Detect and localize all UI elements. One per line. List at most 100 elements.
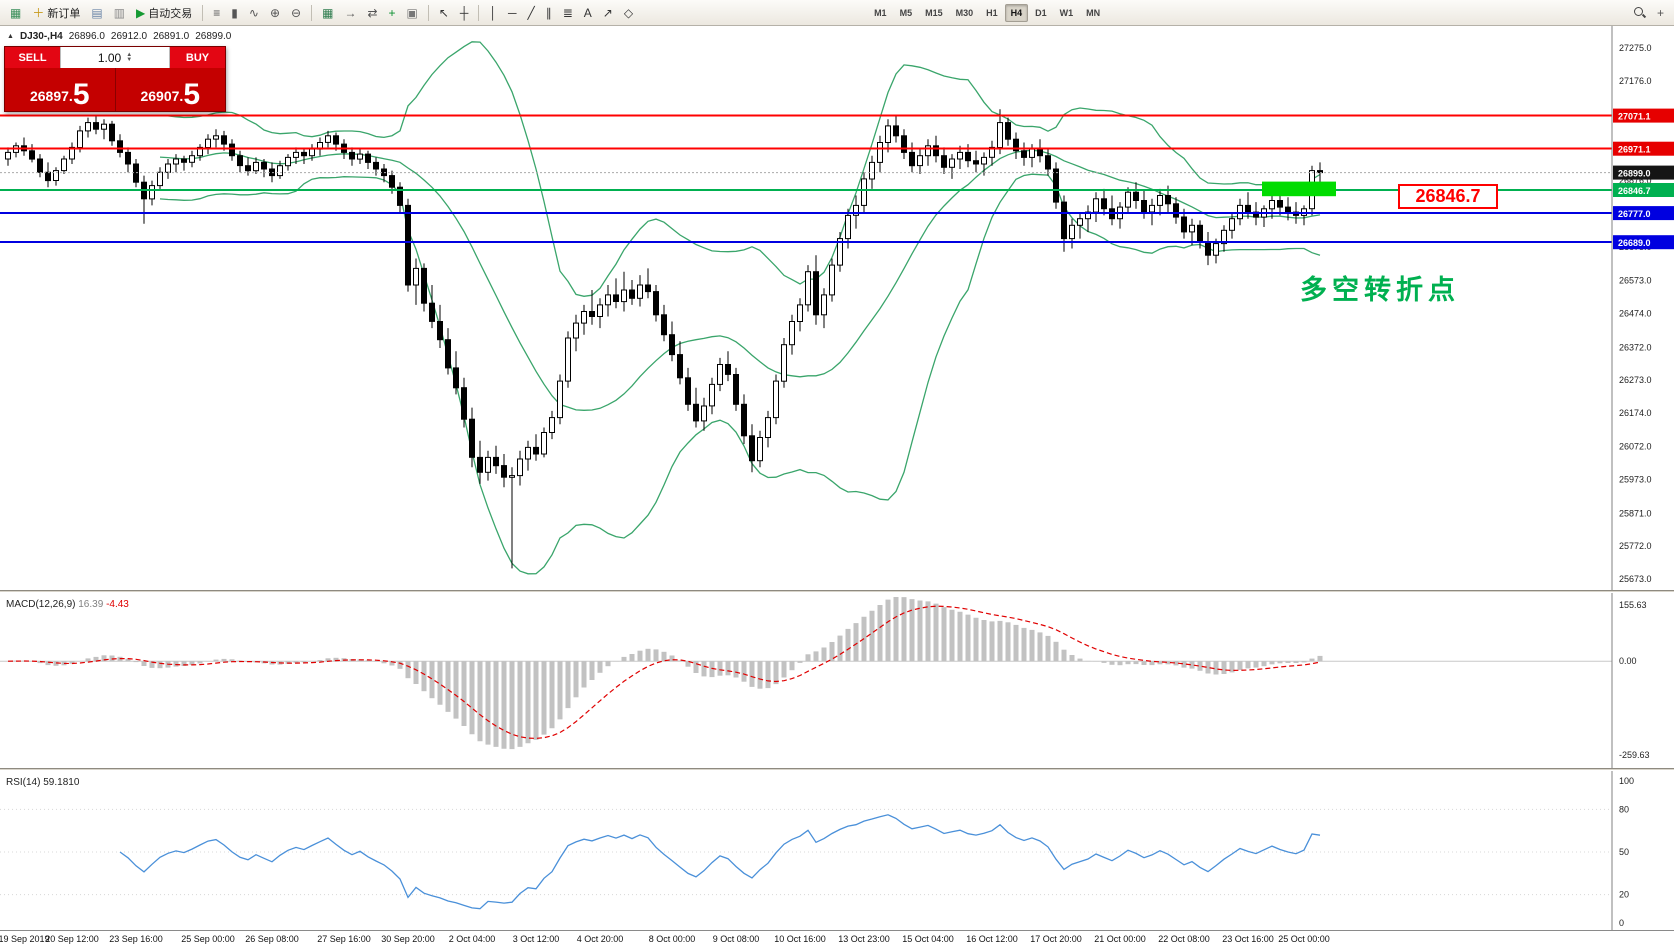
- time-axis-label: 23 Sep 16:00: [109, 934, 163, 944]
- bullish-candle: [1221, 229, 1227, 245]
- sell-button[interactable]: SELL: [5, 47, 60, 68]
- price-annotation-label[interactable]: 26846.7: [1398, 184, 1498, 209]
- lot-size-field[interactable]: 1.00 ▲ ▼: [60, 47, 170, 68]
- main-price-chart[interactable]: 27275.027176.027077.026975.026876.026774…: [0, 26, 1674, 590]
- bearish-candle: [741, 403, 747, 437]
- bullish-candle: [165, 163, 171, 173]
- bullish-candle: [981, 156, 987, 165]
- timeframe-mn-button[interactable]: MN: [1086, 7, 1101, 18]
- terminal-icon[interactable]: ▦: [5, 3, 26, 23]
- crosshair-icon[interactable]: ┼: [455, 3, 474, 23]
- timeframe-m15-button[interactable]: M15: [925, 7, 943, 18]
- timeframe-h4-button[interactable]: H4: [1004, 3, 1029, 22]
- macd-indicator-label: MACD(12,26,9) 16.39 -4.43: [6, 599, 129, 610]
- quick-add-icon[interactable]: +: [1652, 3, 1669, 23]
- time-axis-label: 17 Oct 20:00: [1030, 934, 1082, 944]
- macd-panel-splitter[interactable]: [0, 590, 1674, 593]
- turning-point-annotation[interactable]: 多空转折点: [1300, 275, 1460, 305]
- auto-scroll-icon[interactable]: →: [339, 3, 361, 23]
- bearish-candle: [749, 435, 755, 462]
- bearish-candle: [733, 374, 739, 405]
- rsi-panel[interactable]: 100 80 50 20 0 RSI(14) 59.1810: [0, 771, 1674, 930]
- bullish-candle: [1237, 204, 1243, 220]
- bearish-candle: [685, 377, 691, 405]
- timeframe-m30-button[interactable]: M30: [955, 7, 974, 18]
- timeframe-m1-button[interactable]: M1: [874, 7, 887, 18]
- timeframe-w1-button[interactable]: W1: [1059, 7, 1074, 18]
- charts-icon[interactable]: ▤: [86, 3, 107, 23]
- lot-decrease-icon[interactable]: ▼: [126, 56, 133, 63]
- indicators-button-glyph: +: [388, 5, 396, 20]
- bearish-candle: [909, 151, 915, 167]
- bullish-candle: [869, 161, 875, 180]
- time-axis-label: 16 Oct 12:00: [966, 934, 1018, 944]
- ohlc-open: 26896.0: [68, 31, 105, 42]
- arrows-icon[interactable]: ↗: [598, 3, 618, 23]
- trendline-icon[interactable]: ╱: [522, 3, 539, 23]
- time-axis-label: 30 Sep 20:00: [381, 934, 435, 944]
- rsi-panel-splitter[interactable]: [0, 768, 1674, 771]
- bullish-candle: [1157, 195, 1163, 206]
- line-chart-icon-glyph: ∿: [248, 5, 259, 20]
- bullish-candle: [989, 146, 995, 158]
- bar-chart-icon-glyph: ≡: [213, 5, 221, 20]
- profiles-icon[interactable]: ▥: [109, 3, 130, 23]
- bar-chart-icon[interactable]: ≡: [208, 3, 225, 23]
- search-icon[interactable]: [1628, 3, 1651, 23]
- candlestick-chart-icon[interactable]: ▮: [226, 3, 243, 23]
- bullish-candle: [1029, 148, 1035, 158]
- bullish-candle: [621, 289, 627, 303]
- zoom-in-icon[interactable]: ⊕: [265, 3, 285, 23]
- timeframe-d1-button[interactable]: D1: [1035, 7, 1047, 18]
- price-tag-26899.0: [1613, 165, 1674, 180]
- highlight-zone-rect[interactable]: [1262, 181, 1336, 197]
- templates-icon[interactable]: ▣: [402, 3, 423, 23]
- bullish-candle: [309, 148, 315, 157]
- vertical-line-icon[interactable]: │: [484, 3, 502, 23]
- terminal-icon-glyph: ▦: [10, 5, 22, 20]
- lot-increase-icon[interactable]: ▲: [126, 51, 133, 58]
- tile-windows-icon[interactable]: ▦: [317, 3, 338, 23]
- cursor-icon[interactable]: ↖: [434, 3, 454, 23]
- bearish-candle: [669, 334, 675, 356]
- line-chart-icon[interactable]: ∿: [244, 3, 264, 23]
- timeframe-h1-button[interactable]: H1: [986, 7, 998, 18]
- indicators-button[interactable]: +: [384, 3, 401, 23]
- fibonacci-icon[interactable]: ≣: [558, 3, 578, 23]
- equidistant-channel-icon[interactable]: ∥: [541, 3, 557, 23]
- price-axis-label: 26573.0: [1619, 276, 1652, 286]
- autotrading-button-label: 自动交易: [148, 7, 193, 20]
- zoom-out-icon[interactable]: ⊖: [286, 3, 306, 23]
- time-axis-label: 9 Oct 08:00: [712, 934, 760, 944]
- macd-panel[interactable]: 155.63 0.00 -259.63 MACD(12,26,9) 16.39 -4.…: [0, 593, 1674, 768]
- bearish-candle: [469, 418, 475, 458]
- bullish-candle: [821, 294, 827, 316]
- bearish-candle: [421, 267, 427, 304]
- horizontal-line-icon[interactable]: ─: [503, 3, 522, 23]
- new-order-button[interactable]: ＋新订单: [27, 3, 85, 23]
- shapes-icon[interactable]: ◇: [619, 3, 638, 23]
- bearish-candle: [1141, 200, 1147, 213]
- bearish-candle: [813, 271, 819, 316]
- buy-button[interactable]: BUY: [170, 47, 225, 68]
- bullish-candle: [485, 456, 491, 473]
- bullish-candle: [197, 146, 203, 157]
- symbol-ohlc-line: ▲ DJ30-,H4 26896.0 26912.0 26891.0 26899…: [7, 31, 231, 42]
- new-order-button-glyph: ＋: [32, 5, 45, 20]
- timeframe-m5-button[interactable]: M5: [899, 7, 913, 18]
- time-axis[interactable]: 19 Sep 2019 20 Sep 12:00 23 Sep 16:00 25 Se…: [0, 930, 1674, 948]
- bullish-candle: [325, 135, 331, 143]
- bullish-candle: [1229, 218, 1235, 231]
- bullish-candle: [1149, 204, 1155, 213]
- buy-price[interactable]: 26907. 5: [114, 68, 225, 111]
- ohlc-low: 26891.0: [153, 31, 190, 42]
- price-axis-label: 25973.0: [1619, 475, 1652, 485]
- rsi-axis-label: 100: [1619, 776, 1634, 786]
- chart-shift-icon[interactable]: ⇄: [362, 3, 382, 23]
- sell-price[interactable]: 26897. 5: [5, 68, 115, 111]
- bullish-candle: [829, 264, 835, 296]
- one-click-expand-icon[interactable]: ▲: [7, 33, 14, 40]
- time-axis-label: 26 Sep 08:00: [245, 934, 299, 944]
- autotrading-button[interactable]: ▶ 自动交易: [131, 3, 197, 23]
- text-label-icon[interactable]: A: [579, 3, 597, 23]
